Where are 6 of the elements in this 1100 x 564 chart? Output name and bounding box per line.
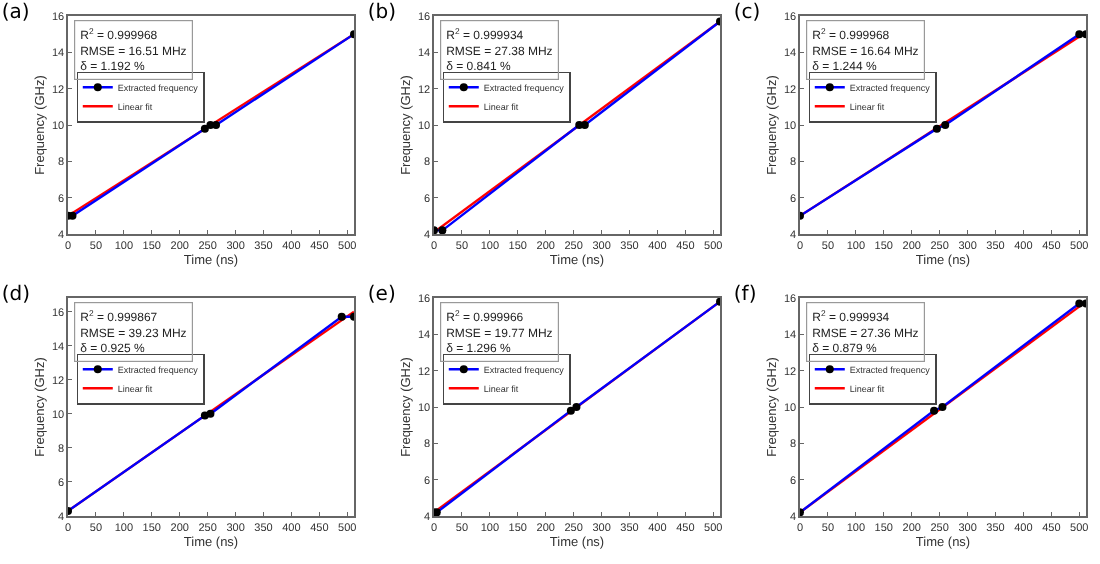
chart-title: (a)	[1, 2, 30, 25]
chart-title: (d)	[1, 284, 31, 307]
chart-title: (c)	[733, 2, 761, 25]
chart-title: (e)	[367, 284, 396, 307]
chart-title: (f)	[733, 284, 757, 307]
chart-title: (b)	[367, 2, 397, 25]
